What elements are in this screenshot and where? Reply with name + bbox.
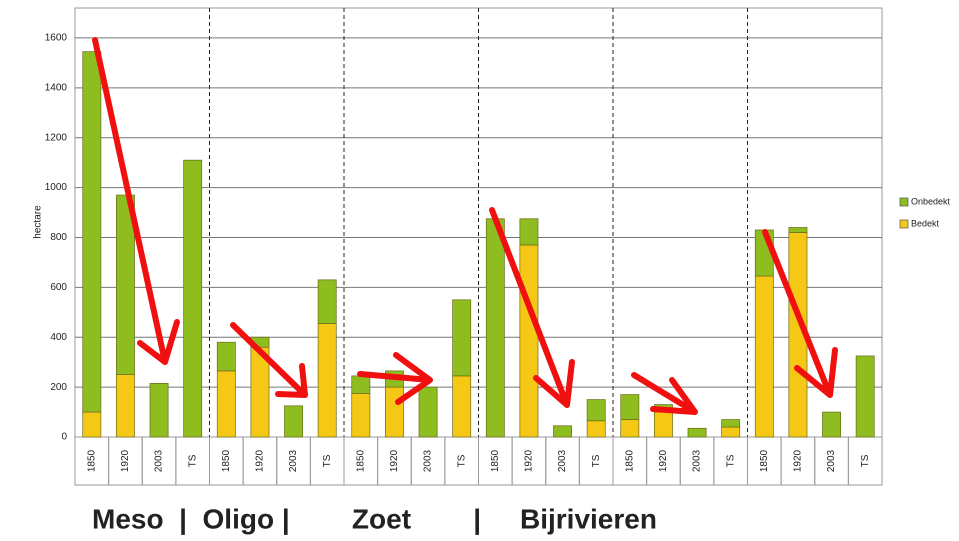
bar-segment xyxy=(687,427,707,438)
bar-segment xyxy=(788,227,808,233)
group-labels: Meso | Oligo | Zoet | Bijrivieren xyxy=(92,503,657,534)
bar-segment xyxy=(183,159,203,438)
x-tick-label: 1850 xyxy=(355,449,366,472)
bar-segment xyxy=(385,386,404,438)
bar-segment xyxy=(116,374,135,438)
y-tick-label: 1400 xyxy=(45,82,68,93)
bar-segment xyxy=(654,411,673,438)
legend-label: Onbedekt xyxy=(911,196,951,206)
bar-segment xyxy=(452,375,472,438)
bar-segment xyxy=(822,411,841,438)
bar-segment xyxy=(82,51,102,413)
x-tick-label: 1850 xyxy=(490,449,501,472)
bar-segment xyxy=(586,399,606,422)
bar-segment xyxy=(418,386,438,438)
x-tick-label: 2003 xyxy=(288,449,299,472)
y-tick-label: 1000 xyxy=(45,182,68,193)
x-tick-label: 2003 xyxy=(154,449,165,472)
legend-label: Bedekt xyxy=(911,218,940,228)
bar-segment xyxy=(553,425,572,438)
x-tick-label: 2003 xyxy=(557,449,568,472)
y-tick-label: 1200 xyxy=(45,132,68,143)
arrow xyxy=(357,352,433,405)
bar-segment xyxy=(519,218,539,246)
x-tick-label: 1920 xyxy=(389,449,400,472)
bar-segment xyxy=(721,419,741,428)
bar-segment xyxy=(452,299,472,377)
arrow xyxy=(230,322,308,398)
x-tick-label: 1850 xyxy=(86,449,97,472)
bar-segment xyxy=(284,405,303,438)
x-tick-label: TS xyxy=(591,454,602,467)
bar-segment xyxy=(116,194,135,375)
x-tick-label: TS xyxy=(456,454,467,467)
y-tick-label: 1600 xyxy=(45,33,68,44)
arrow xyxy=(631,372,698,415)
bar-segment xyxy=(485,218,505,438)
bar-segment xyxy=(216,370,236,438)
y-tick-label: 600 xyxy=(50,282,67,293)
y-tick-label: 200 xyxy=(50,382,67,393)
x-tick-label: TS xyxy=(187,454,198,467)
legend-swatch xyxy=(899,197,909,207)
bar-segment xyxy=(620,419,640,438)
bar-segment xyxy=(620,394,640,420)
y-tick-label: 800 xyxy=(50,232,67,243)
bar-segment xyxy=(586,420,606,438)
x-tick-label: TS xyxy=(860,454,871,467)
arrow xyxy=(762,229,838,398)
bar-segment xyxy=(754,275,774,438)
x-tick-label: 1920 xyxy=(255,449,266,472)
x-tick-label: TS xyxy=(322,454,333,467)
x-tick-label: 1850 xyxy=(759,449,770,472)
y-axis-label: hectare xyxy=(33,205,44,239)
x-tick-label: 1850 xyxy=(221,449,232,472)
x-tick-label: 1850 xyxy=(624,449,635,472)
x-tick-label: 1920 xyxy=(120,449,131,472)
bar-segment xyxy=(149,383,169,438)
bar-segment xyxy=(317,279,337,324)
bar-segment xyxy=(216,341,236,372)
bar-segment xyxy=(351,393,371,438)
arrow xyxy=(92,37,180,365)
plot: 0 200 400 600 800 1000 1200 1400 1600 1850 1920 200… xyxy=(45,7,951,486)
y-tick-label: 400 xyxy=(50,332,67,343)
bar-segment xyxy=(317,323,337,438)
x-tick-label: 2003 xyxy=(423,449,434,472)
legend-swatch xyxy=(899,219,909,229)
annotation-arrows xyxy=(92,37,838,415)
bar-segment xyxy=(855,355,875,438)
bar-segment xyxy=(721,426,741,438)
x-tick-label: 1920 xyxy=(658,449,669,472)
x-tick-label: 1920 xyxy=(793,449,804,472)
bar-segment xyxy=(351,375,371,394)
y-tick-label: 0 xyxy=(61,432,67,443)
arrow xyxy=(489,207,575,408)
x-tick-label: 2003 xyxy=(692,449,703,472)
x-tick-label: TS xyxy=(725,454,736,467)
bar-segment xyxy=(519,244,539,438)
x-tick-label: 1920 xyxy=(524,449,535,472)
bar-segment xyxy=(82,411,102,438)
x-tick-label: 2003 xyxy=(826,449,837,472)
